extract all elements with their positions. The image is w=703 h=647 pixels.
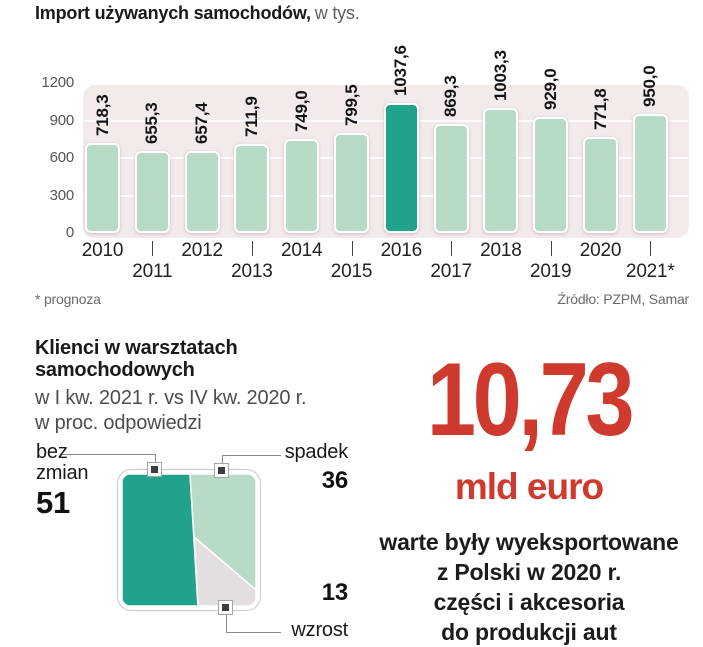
connector-spadek-v — [222, 455, 223, 464]
x-label-2018: 2018 — [480, 240, 522, 261]
value-wzrost: 13 — [321, 579, 348, 606]
bar-value-2014: 749,0 — [291, 90, 311, 133]
chart-source: Źródło: PZPM, Samar — [557, 291, 689, 307]
bar-value-2011: 655,3 — [142, 102, 162, 145]
workshop-segment-bez-zmian — [122, 474, 199, 606]
value-bez-zmian: 51 — [36, 485, 71, 520]
y-tick-label-0: 0 — [65, 224, 74, 241]
y-tick-label-300: 300 — [49, 186, 75, 204]
workshop-title-line2: samochodowych — [35, 359, 195, 381]
workshop-segment-spadek — [189, 474, 256, 592]
label-bez: bez — [36, 441, 68, 463]
bar-2014 — [284, 139, 320, 233]
label-wzrost: wzrost — [291, 619, 348, 641]
export-description: warte były wyeksportowane z Polski w 2020… — [355, 527, 703, 647]
bar-value-2018: 1003,3 — [490, 49, 510, 101]
bar-value-2016: 1037,6 — [391, 45, 411, 97]
x-tick-2017 — [451, 241, 453, 256]
workshop-title-line1: Klienci w warsztatach — [35, 337, 238, 359]
x-label-2019: 2019 — [529, 261, 572, 282]
x-tick-2019 — [550, 241, 552, 256]
x-label-2011: 2011 — [132, 261, 173, 282]
connector-spadek-h — [222, 455, 281, 456]
bar-2017 — [433, 124, 469, 233]
bar-value-2012: 657,4 — [192, 102, 212, 144]
connector-bez-v — [155, 454, 156, 463]
marker-wzrost — [218, 600, 233, 615]
connector-wzrost-v — [226, 615, 227, 632]
workshop-segment-wzrost — [193, 535, 256, 606]
x-label-2013: 2013 — [231, 261, 273, 282]
bar-2013 — [234, 144, 270, 233]
marker-spadek — [214, 463, 229, 478]
connector-wzrost-h — [226, 632, 281, 633]
x-label-2020: 2020 — [579, 240, 622, 261]
x-tick-2013 — [251, 241, 253, 256]
x-label-2012: 2012 — [181, 240, 223, 261]
import-chart-title: Import używanych samochodów, w tys. — [35, 3, 360, 24]
workshop-square-chart — [117, 469, 261, 611]
bar-2012 — [184, 150, 220, 233]
x-label-2021*: 2021* — [625, 261, 675, 282]
export-description-line-4: do produkcji aut — [441, 619, 617, 645]
connector-bez-h — [62, 454, 155, 455]
marker-bez-zmian — [147, 462, 162, 477]
x-label-2014: 2014 — [280, 240, 323, 261]
y-tick-label-900: 900 — [49, 111, 75, 129]
import-chart-title-unit: w tys. — [314, 3, 360, 23]
bar-value-2017: 869,3 — [441, 75, 461, 118]
export-description-line-1: warte były wyeksportowane — [379, 529, 679, 555]
bar-2020 — [583, 136, 618, 233]
x-label-2017: 2017 — [430, 261, 472, 282]
chart-footnote: * prognoza — [35, 291, 101, 307]
x-tick-2021* — [650, 241, 652, 256]
x-label-2016: 2016 — [380, 240, 423, 261]
bar-value-2020: 771,8 — [590, 87, 610, 130]
bar-2021* — [632, 114, 668, 233]
export-unit: mld euro — [454, 466, 604, 507]
workshop-subtitle-line1: w I kw. 2021 r. vs IV kw. 2020 r. — [35, 387, 307, 409]
bar-value-2010: 718,3 — [92, 94, 112, 137]
export-description-line-3: części i akcesoria — [433, 589, 625, 615]
bar-value-2013: 711,9 — [241, 96, 261, 137]
label-zmian: zmian — [36, 462, 89, 484]
x-tick-2011 — [152, 241, 154, 256]
import-chart-title-main: Import używanych samochodów, — [35, 3, 311, 23]
bar-2018 — [483, 107, 519, 233]
x-label-2010: 2010 — [81, 240, 124, 261]
x-tick-2015 — [351, 241, 353, 256]
bar-chart: 0 300 600 900 1200 718,3 2010 655,3 2011 657,4 201… — [0, 0, 703, 320]
y-tick-label-600: 600 — [49, 149, 75, 166]
bar-2015 — [334, 133, 369, 233]
bar-2019 — [533, 116, 569, 233]
export-description-line-2: z Polski w 2020 r. — [436, 559, 622, 585]
x-label-2015: 2015 — [330, 261, 373, 282]
bar-2016 — [383, 103, 419, 233]
y-tick-label-1200: 1200 — [41, 74, 74, 91]
workshop-subtitle-line2: w proc. odpowiedzi — [35, 412, 202, 434]
label-spadek: spadek — [284, 441, 348, 463]
value-spadek: 36 — [321, 467, 348, 494]
bar-value-2021*: 950,0 — [640, 65, 660, 108]
export-value: 10,73 — [426, 342, 635, 458]
bar-2011 — [134, 151, 170, 233]
bar-value-2015: 799,5 — [341, 84, 361, 127]
bar-2010 — [85, 143, 120, 233]
bar-value-2019: 929,0 — [540, 68, 560, 110]
